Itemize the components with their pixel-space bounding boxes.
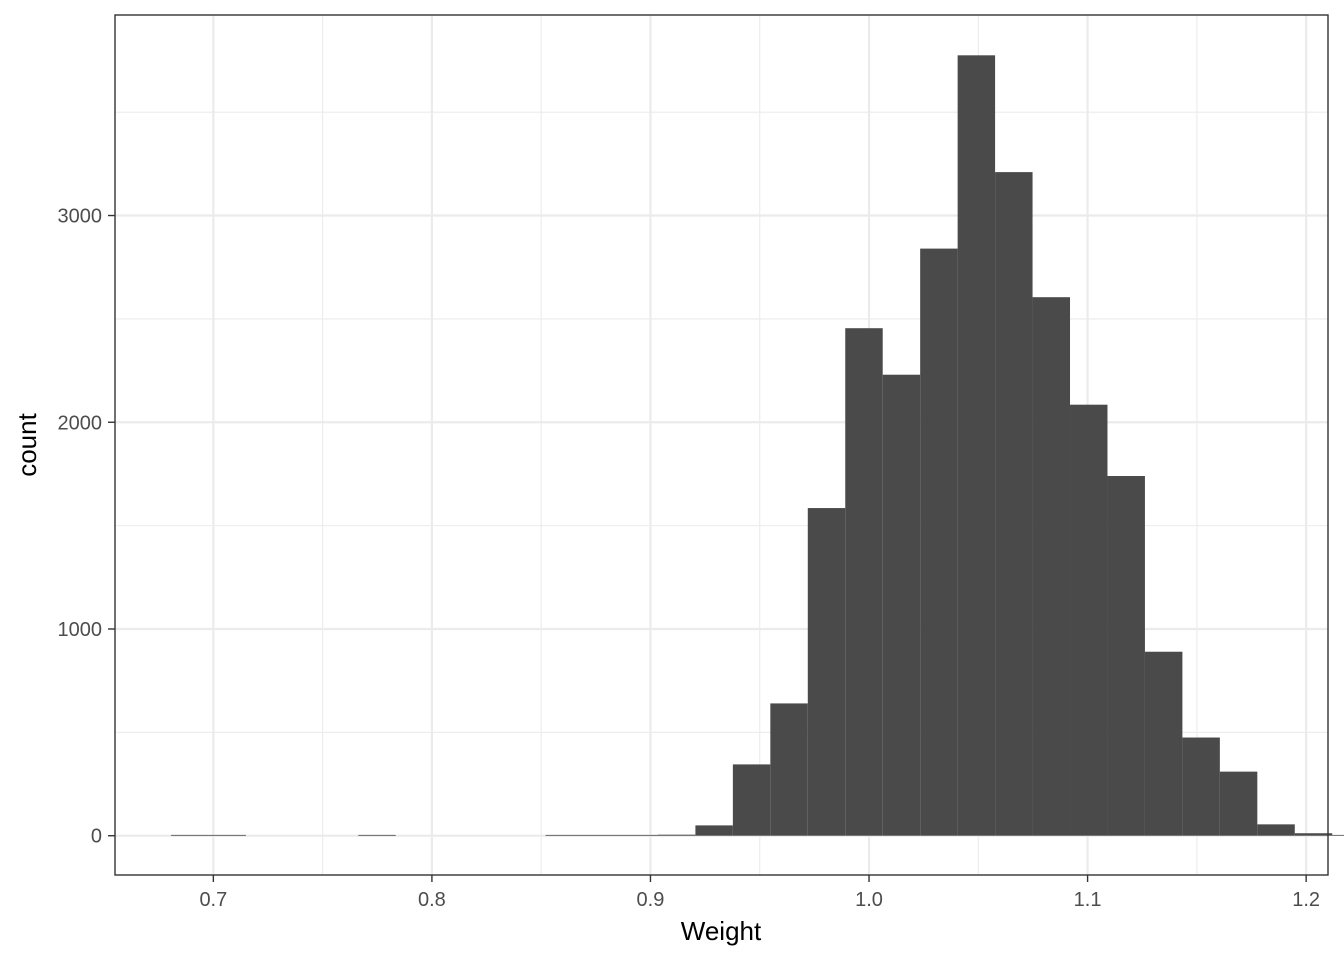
histogram-bar — [1332, 834, 1344, 836]
histogram-bar — [1107, 476, 1145, 836]
y-tick-label: 0 — [91, 826, 102, 848]
histogram-bar — [957, 55, 996, 836]
histogram-bar — [770, 703, 808, 836]
x-tick-label: 0.8 — [418, 889, 446, 911]
x-axis: 0.7 0.8 0.9 1.0 1.1 1.2 — [199, 875, 1320, 911]
histogram-bar — [1070, 404, 1108, 836]
histogram-bar — [657, 834, 696, 836]
histogram-bar — [358, 834, 396, 836]
y-tick-label: 2000 — [58, 412, 103, 434]
histogram-bars — [170, 55, 1344, 836]
histogram-bar — [995, 172, 1033, 836]
histogram-bar — [1257, 824, 1295, 836]
histogram-bar — [845, 328, 883, 836]
x-tick-label: 1.1 — [1074, 889, 1102, 911]
x-axis-title: Weight — [681, 916, 762, 946]
y-tick-label: 3000 — [58, 206, 103, 228]
histogram-bar — [1294, 833, 1333, 836]
histogram-bar — [882, 374, 921, 836]
x-tick-label: 1.0 — [855, 889, 883, 911]
x-tick-label: 1.2 — [1292, 889, 1320, 911]
histogram-bar — [1182, 737, 1220, 836]
histogram-bar — [1144, 651, 1183, 836]
y-tick-label: 1000 — [58, 619, 103, 641]
histogram-bar — [620, 834, 658, 836]
histogram-bar — [170, 834, 209, 836]
histogram-bar — [807, 508, 846, 836]
x-tick-label: 0.9 — [637, 889, 665, 911]
y-axis-title: count — [12, 412, 42, 476]
x-tick-label: 0.7 — [199, 889, 227, 911]
histogram-bar — [1219, 771, 1258, 836]
histogram-bar — [695, 825, 733, 836]
histogram-bar — [920, 248, 958, 836]
histogram-bar — [208, 834, 246, 836]
histogram-bar — [732, 764, 771, 836]
y-axis: 0 1000 2000 3000 — [58, 206, 115, 848]
histogram-bar — [583, 834, 621, 836]
histogram-bar — [1032, 297, 1071, 836]
histogram-bar — [545, 834, 584, 836]
panel-border — [114, 14, 1329, 876]
